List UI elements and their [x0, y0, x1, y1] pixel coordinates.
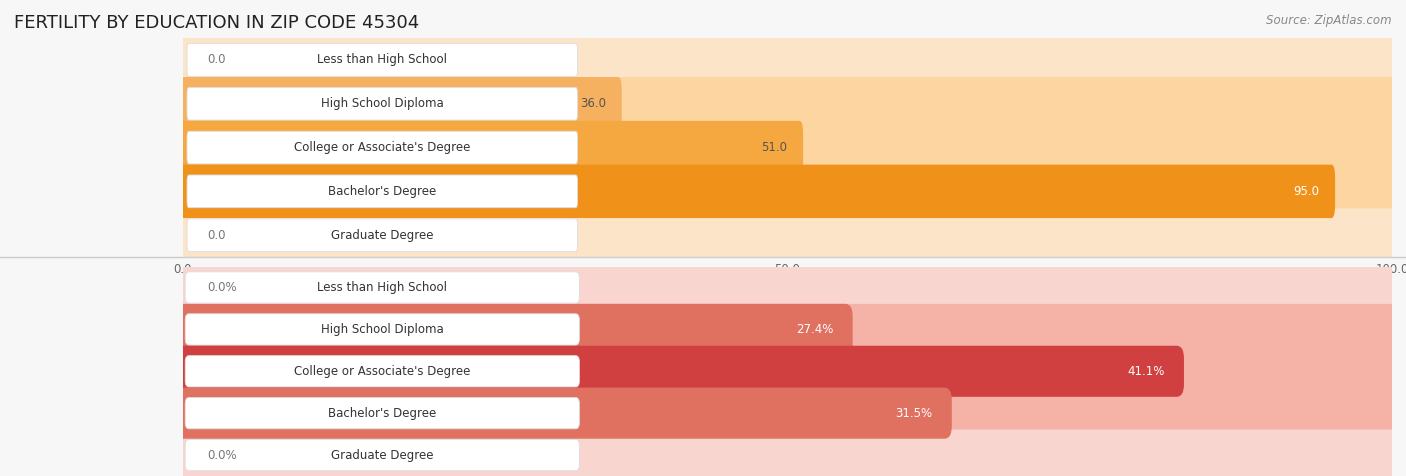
FancyBboxPatch shape	[187, 88, 578, 120]
Text: High School Diploma: High School Diploma	[321, 97, 444, 110]
FancyBboxPatch shape	[179, 77, 1396, 130]
FancyBboxPatch shape	[179, 33, 1396, 87]
Text: 0.0%: 0.0%	[207, 448, 236, 462]
Text: Source: ZipAtlas.com: Source: ZipAtlas.com	[1267, 14, 1392, 27]
FancyBboxPatch shape	[187, 131, 578, 164]
Text: 51.0: 51.0	[762, 141, 787, 154]
FancyBboxPatch shape	[187, 44, 578, 76]
FancyBboxPatch shape	[176, 262, 1399, 313]
FancyBboxPatch shape	[186, 439, 579, 471]
Text: 31.5%: 31.5%	[896, 407, 932, 420]
Text: Graduate Degree: Graduate Degree	[330, 228, 433, 242]
FancyBboxPatch shape	[179, 165, 1396, 218]
Text: 95.0: 95.0	[1294, 185, 1319, 198]
FancyBboxPatch shape	[186, 397, 579, 429]
Text: 0.0: 0.0	[207, 53, 225, 67]
FancyBboxPatch shape	[186, 314, 579, 345]
Text: Graduate Degree: Graduate Degree	[330, 448, 433, 462]
FancyBboxPatch shape	[187, 219, 578, 251]
Text: College or Associate's Degree: College or Associate's Degree	[294, 141, 471, 154]
Text: Less than High School: Less than High School	[318, 53, 447, 67]
FancyBboxPatch shape	[179, 121, 803, 174]
FancyBboxPatch shape	[176, 387, 1399, 439]
FancyBboxPatch shape	[176, 304, 852, 355]
FancyBboxPatch shape	[176, 346, 1184, 397]
Text: 0.0: 0.0	[207, 228, 225, 242]
FancyBboxPatch shape	[179, 165, 1336, 218]
FancyBboxPatch shape	[176, 429, 1399, 476]
FancyBboxPatch shape	[179, 208, 1396, 262]
Text: Less than High School: Less than High School	[318, 281, 447, 294]
Text: 27.4%: 27.4%	[796, 323, 834, 336]
FancyBboxPatch shape	[176, 304, 1399, 355]
FancyBboxPatch shape	[179, 121, 1396, 174]
FancyBboxPatch shape	[176, 346, 1399, 397]
FancyBboxPatch shape	[186, 356, 579, 387]
FancyBboxPatch shape	[179, 77, 621, 130]
FancyBboxPatch shape	[186, 272, 579, 303]
FancyBboxPatch shape	[176, 387, 952, 439]
Text: Bachelor's Degree: Bachelor's Degree	[328, 407, 436, 420]
Text: College or Associate's Degree: College or Associate's Degree	[294, 365, 471, 378]
FancyBboxPatch shape	[187, 175, 578, 208]
Text: 36.0: 36.0	[581, 97, 606, 110]
Text: High School Diploma: High School Diploma	[321, 323, 444, 336]
Text: Bachelor's Degree: Bachelor's Degree	[328, 185, 436, 198]
Text: FERTILITY BY EDUCATION IN ZIP CODE 45304: FERTILITY BY EDUCATION IN ZIP CODE 45304	[14, 14, 419, 32]
Text: 41.1%: 41.1%	[1128, 365, 1164, 378]
Text: 0.0%: 0.0%	[207, 281, 236, 294]
